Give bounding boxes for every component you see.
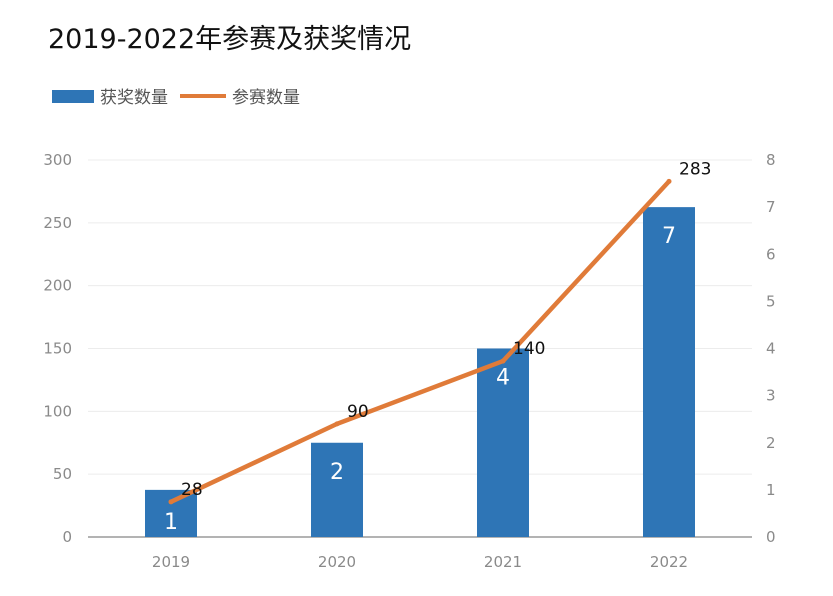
- bar: [145, 489, 197, 537]
- bar-data-label: 1: [164, 510, 178, 535]
- line-data-label: 90: [347, 402, 369, 422]
- x-tick-label: 2022: [650, 553, 688, 571]
- left-tick-label: 300: [43, 151, 72, 169]
- line-point: [334, 421, 340, 427]
- x-tick-label: 2019: [152, 553, 190, 571]
- right-tick-label: 8: [766, 151, 776, 169]
- left-tick-label: 200: [43, 277, 72, 295]
- right-tick-label: 7: [766, 198, 776, 216]
- left-tick-label: 100: [43, 402, 72, 420]
- left-tick-label: 50: [53, 465, 72, 483]
- x-tick-label: 2021: [484, 553, 522, 571]
- line-data-label: 28: [181, 480, 203, 500]
- x-axis: 2019 2020 2021 2022: [152, 553, 688, 571]
- bar: [311, 442, 363, 537]
- left-tick-label: 250: [43, 214, 72, 232]
- legend: 获奖数量 参赛数量: [52, 87, 300, 108]
- left-tick-label: 0: [62, 528, 72, 546]
- x-tick-label: 2020: [318, 553, 356, 571]
- chart-title: 2019-2022年参赛及获奖情况: [48, 24, 411, 55]
- left-axis: 0 50 100 150 200 250 300: [43, 151, 72, 546]
- right-tick-label: 6: [766, 245, 776, 263]
- right-tick-label: 3: [766, 387, 776, 405]
- bar-data-label: 2: [330, 460, 344, 485]
- bar-data-label: 4: [496, 366, 510, 391]
- right-axis: 0 1 2 3 4 5 6 7 8: [766, 151, 776, 546]
- line-path: [168, 179, 672, 505]
- line-data-label: 283: [679, 159, 711, 179]
- line-data-label: 140: [513, 339, 545, 359]
- legend-swatch-bar: [52, 90, 94, 103]
- line-point: [666, 178, 672, 184]
- gridlines: [88, 159, 752, 538]
- bar: [643, 207, 695, 537]
- legend-label-awards: 获奖数量: [100, 88, 168, 108]
- right-tick-label: 5: [766, 292, 776, 310]
- legend-swatch-line: [180, 94, 226, 98]
- right-tick-label: 0: [766, 528, 776, 546]
- legend-label-entries: 参赛数量: [232, 87, 300, 108]
- line-series: 28 90 140 283: [168, 159, 711, 505]
- right-tick-label: 2: [766, 434, 776, 452]
- right-tick-label: 4: [766, 340, 776, 358]
- right-tick-label: 1: [766, 481, 776, 499]
- line-point: [168, 499, 174, 505]
- bar-data-label: 7: [662, 224, 676, 249]
- line-point: [500, 358, 506, 364]
- left-tick-label: 150: [43, 340, 72, 358]
- bar-series: 1 2 4 7: [145, 207, 695, 537]
- bar: [477, 348, 529, 537]
